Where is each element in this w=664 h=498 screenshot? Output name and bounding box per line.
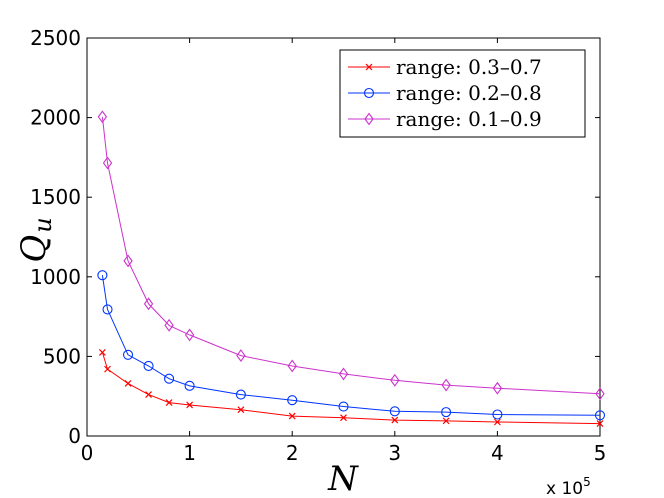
series-3-point: [143, 297, 154, 311]
series-3-point: [390, 373, 400, 387]
series-3-point: [287, 359, 297, 373]
series-1-point: [104, 365, 111, 373]
series-1-point: [288, 412, 296, 420]
y-tick-label: 500: [43, 344, 81, 368]
series-2-point: [594, 410, 606, 421]
series-3-point: [164, 318, 174, 332]
x-tick-label: 3: [388, 441, 401, 465]
series-1-point: [98, 348, 106, 356]
x-multiplier-exp: 5: [583, 475, 591, 489]
legend-label-3: range: 0.1–0.9: [396, 107, 542, 131]
series-1-point: [442, 417, 450, 425]
series-1-point: [124, 380, 132, 387]
ticks-layer: 0 1 2 3 4 5 0 500 1000 1500 2000 2500: [30, 26, 606, 465]
series-3-point: [97, 110, 108, 124]
y-axis-label: Qu: [14, 217, 57, 262]
series-3-point: [123, 254, 133, 268]
markers-layer: [97, 110, 606, 428]
legend-label-2: range: 0.2–0.8: [396, 81, 542, 105]
series-3-point: [236, 349, 246, 363]
series-2-point: [389, 406, 400, 417]
series-2-point: [441, 407, 452, 418]
y-axis-label-sub: u: [29, 217, 57, 232]
series-3-point: [102, 156, 113, 170]
series-2-point: [287, 395, 298, 406]
series-2-point: [338, 401, 349, 412]
series-2-point: [184, 380, 195, 391]
y-tick-label: 2000: [30, 106, 81, 130]
svg-text:Qu: Qu: [14, 217, 57, 262]
series-line-3: [101, 116, 601, 395]
legend-marker-3: [364, 112, 374, 126]
series-2-point: [102, 304, 113, 315]
series-2-point: [235, 389, 246, 400]
series-1-point: [596, 420, 604, 428]
x-tick-label: 2: [286, 441, 299, 465]
series-1-point: [237, 406, 245, 414]
legend-label-1: range: 0.3–0.7: [396, 55, 542, 79]
series-1-point: [340, 414, 347, 422]
series-2-point: [164, 373, 175, 384]
series-2-point: [122, 349, 134, 360]
legend-marker-2: [363, 87, 375, 99]
series-1-point: [145, 391, 152, 399]
series-1-point: [186, 401, 194, 409]
series-3-point: [184, 328, 195, 342]
series-2-point: [492, 409, 503, 420]
x-multiplier-base: x 10: [546, 479, 583, 498]
series-line-2: [101, 275, 601, 416]
y-axis-label-main: Q: [14, 235, 54, 263]
y-tick-label: 1500: [30, 185, 81, 209]
series-1-point: [391, 416, 399, 424]
series-1-point: [493, 418, 501, 426]
y-tick-label: 0: [68, 424, 81, 448]
x-tick-label: 0: [81, 441, 94, 465]
series-3-point: [595, 387, 605, 401]
legend-marker-1: [365, 63, 373, 71]
y-tick-label: 2500: [30, 26, 81, 50]
x-axis-label: N: [327, 459, 359, 498]
series-1-point: [165, 399, 173, 406]
x-tick-label: 5: [594, 441, 607, 465]
y-tick-label: 1000: [30, 265, 81, 289]
x-tick-label: 1: [183, 441, 196, 465]
series-3-point: [492, 381, 503, 395]
series-2-point: [143, 360, 154, 372]
x-tick-label: 4: [491, 441, 504, 465]
series-2-point: [97, 270, 108, 281]
x-multiplier: x 105: [546, 475, 591, 498]
series-3-point: [338, 367, 349, 381]
series-3-point: [441, 378, 451, 392]
